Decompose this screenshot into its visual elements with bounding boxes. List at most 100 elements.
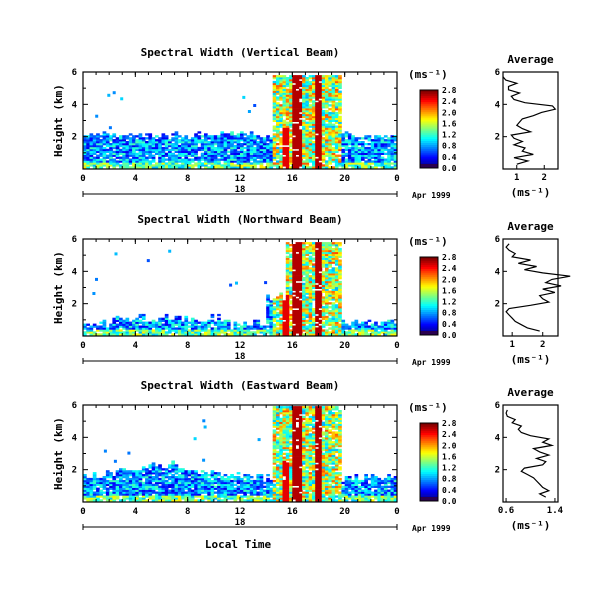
heatmap-cell: [260, 497, 264, 499]
heatmap-cell: [289, 260, 293, 262]
heatmap-cell: [230, 153, 234, 155]
heatmap-cell: [302, 95, 306, 97]
heatmap-cell: [234, 490, 238, 492]
heatmap-cell: [341, 143, 345, 145]
heatmap-cell: [286, 320, 290, 322]
heatmap-cell: [283, 466, 287, 468]
heatmap-cell: [234, 488, 238, 490]
heatmap-cell: [162, 153, 166, 155]
heatmap-cell: [296, 262, 300, 264]
heatmap-cell: [211, 137, 215, 139]
heatmap-cell: [230, 474, 234, 476]
heatmap-cell: [139, 166, 143, 168]
heatmap-cell: [230, 137, 234, 139]
heatmap-cell: [116, 316, 120, 318]
colorbar-segment: [420, 290, 438, 292]
heatmap-cell: [234, 476, 238, 478]
heatmap-cell: [286, 147, 290, 149]
heatmap-cell: [286, 98, 290, 100]
heatmap-cell: [106, 488, 110, 490]
heatmap-cell: [184, 157, 188, 159]
heatmap-cell: [129, 495, 133, 497]
heatmap-cell: [387, 149, 391, 151]
heatmap-cell: [325, 333, 329, 335]
heatmap-cell: [296, 153, 300, 155]
heatmap-cell: [283, 95, 287, 97]
colorbar-segment: [420, 319, 438, 321]
heatmap-cell: [309, 85, 313, 87]
heatmap-cell: [296, 431, 300, 433]
heatmap-cell: [299, 120, 303, 122]
heatmap-cell: [269, 147, 273, 149]
heatmap-cell: [122, 470, 126, 472]
heatmap-cell: [309, 295, 313, 297]
heatmap-cell: [286, 495, 290, 497]
heatmap-cell: [332, 143, 336, 145]
heatmap-cell: [286, 324, 290, 326]
heatmap-cell: [305, 89, 309, 91]
heatmap-cell: [322, 256, 326, 258]
heatmap-cell: [302, 79, 306, 81]
heatmap-cell: [214, 495, 218, 497]
heatmap-cell: [338, 75, 342, 77]
heatmap-cell: [299, 153, 303, 155]
heatmap-cell: [276, 162, 280, 164]
heatmap-cell: [312, 308, 316, 310]
heatmap-cell: [266, 304, 270, 306]
heatmap-cell: [237, 143, 241, 145]
heatmap-cell: [234, 153, 238, 155]
heatmap-cell: [90, 486, 94, 488]
heatmap-cell: [299, 95, 303, 97]
heatmap-cell: [322, 306, 326, 308]
heatmap-cell: [289, 98, 293, 100]
heatmap-cell: [319, 252, 323, 254]
heatmap-cell: [374, 329, 378, 331]
heatmap-cell: [292, 314, 296, 316]
heatmap-cell: [99, 166, 103, 168]
heatmap-cell: [194, 490, 198, 492]
heatmap-cell: [109, 137, 113, 139]
heatmap-cell: [289, 314, 293, 316]
heatmap-cell: [273, 447, 277, 449]
heatmap-cell: [309, 153, 313, 155]
heatmap-cell: [325, 75, 329, 77]
heatmap-cell: [335, 267, 339, 269]
heatmap-cell: [289, 459, 293, 461]
profile-y-tick-label: 4: [495, 267, 501, 277]
heatmap-cell: [234, 324, 238, 326]
heatmap-cell: [355, 320, 359, 322]
heatmap-cell: [234, 166, 238, 168]
heatmap-cell: [168, 166, 172, 168]
heatmap-cell: [374, 157, 378, 159]
heatmap-cell: [292, 95, 296, 97]
colorbar-segment: [420, 261, 438, 263]
heatmap-cell: [332, 89, 336, 91]
heatmap-cell: [145, 490, 149, 492]
heatmap-cell: [247, 153, 251, 155]
heatmap-cell: [122, 162, 126, 164]
heatmap-cell: [247, 474, 251, 476]
heatmap-cell: [240, 162, 244, 164]
heatmap-cell: [273, 486, 277, 488]
heatmap-cell: [250, 326, 254, 328]
heatmap-cell: [279, 437, 283, 439]
heatmap-cell: [126, 470, 130, 472]
heatmap-cell: [165, 499, 169, 501]
heatmap-cell: [279, 451, 283, 453]
heatmap-cell: [302, 285, 306, 287]
heatmap-cell: [178, 166, 182, 168]
heatmap-cell: [204, 137, 208, 139]
heatmap-cell: [168, 490, 172, 492]
panel-title: Spectral Width (Vertical Beam): [141, 46, 340, 59]
heatmap-cell: [103, 157, 107, 159]
heatmap-cell: [263, 329, 267, 331]
heatmap-cell: [86, 499, 90, 501]
heatmap-cell: [191, 164, 195, 166]
heatmap-cell: [299, 461, 303, 463]
heatmap-cell: [381, 157, 385, 159]
heatmap-cell: [243, 495, 247, 497]
heatmap-cell: [178, 476, 182, 478]
heatmap-cell: [289, 118, 293, 120]
heatmap-cell: [109, 495, 113, 497]
heatmap-cell: [158, 153, 162, 155]
